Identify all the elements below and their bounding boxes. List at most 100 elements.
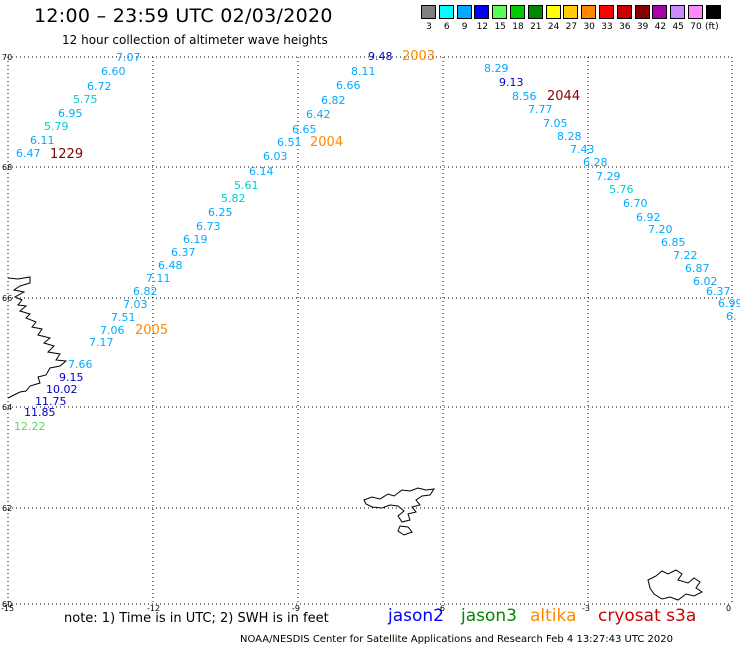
wave-height-reading: 6.95 — [58, 107, 83, 120]
wave-height-reading: 7.11 — [146, 272, 171, 285]
wave-height-reading: 6.11 — [30, 134, 55, 147]
scale-unit: (ft) — [705, 22, 719, 32]
scale-swatch — [581, 5, 597, 19]
scale-swatch — [510, 5, 525, 19]
scale-label: 36 — [619, 22, 631, 32]
wave-height-reading: 6.42 — [306, 108, 331, 121]
page-subtitle: 12 hour collection of altimeter wave hei… — [62, 33, 328, 47]
legend-jason3: jason3 — [461, 606, 517, 626]
wave-height-reading: 9.48 — [368, 50, 393, 63]
wave-height-reading: 5.75 — [73, 93, 98, 106]
wave-height-reading: 6.66 — [336, 79, 361, 92]
wave-height-reading: 7.17 — [89, 336, 114, 349]
wave-height-reading: 6.82 — [321, 94, 346, 107]
scale-swatch — [456, 5, 472, 19]
wave-height-reading: 11.75 — [35, 395, 67, 408]
legend-jason2: jason2 — [388, 606, 444, 626]
wave-height-reading: 6.03 — [263, 150, 288, 163]
coastlines — [7, 276, 703, 601]
wave-height-reading: 6.85 — [661, 236, 686, 249]
longitude-label: -12 — [147, 604, 160, 613]
latitude-label: 68 — [2, 163, 12, 172]
wave-height-reading: 7.43 — [570, 143, 595, 156]
wave-height-reading: 8.29 — [484, 62, 509, 75]
wave-height-reading: 6.19 — [183, 233, 208, 246]
wave-height-reading: 9.15 — [59, 371, 84, 384]
wave-height-reading: 6.60 — [101, 65, 126, 78]
pass-time-label: 2005 — [135, 323, 168, 338]
wave-height-reading: 6.37 — [706, 285, 731, 298]
scale-swatch — [563, 5, 579, 19]
latitude-label: 64 — [2, 403, 12, 412]
longitude-label: -3 — [582, 604, 590, 613]
pass-time-label: 2044 — [547, 89, 580, 104]
pass-time-label: 1229 — [50, 147, 83, 162]
wave-height-reading: 6.51 — [277, 136, 302, 149]
iceland-coastline — [7, 276, 68, 399]
wave-height-reading: 6.99 — [718, 297, 740, 310]
wave-height-reading: 6.82 — [133, 285, 158, 298]
wave-height-reading: 6.48 — [158, 259, 183, 272]
wave-height-reading: 5.79 — [44, 120, 69, 133]
wave-height-reading: 7.29 — [596, 170, 621, 183]
wave-height-reading: 6.65 — [292, 123, 317, 136]
scale-swatch — [599, 5, 614, 19]
wave-height-reading: 7.20 — [648, 223, 673, 236]
pass-time-label: 2003 — [402, 49, 435, 64]
scale-swatch — [474, 5, 490, 19]
wave-height-reading: 7.05 — [543, 117, 568, 130]
credit-line: NOAA/NESDIS Center for Satellite Applica… — [240, 634, 673, 645]
scale-label: 45 — [672, 22, 684, 32]
wave-height-readings: 7.076.60 6.725.756.955.796.116.47 1229 9.48… — [14, 49, 740, 433]
scale-label: 3 — [426, 22, 432, 32]
wave-height-reading: 6.72 — [87, 80, 112, 93]
wave-height-reading: 5.76 — [609, 183, 634, 196]
scale-label: 15 — [494, 22, 506, 32]
scale-label: 9 — [461, 22, 468, 32]
wave-height-reading: 7.07 — [116, 51, 141, 64]
wave-height-reading: 5.82 — [221, 192, 246, 205]
wave-height-reading: 6.92 — [636, 211, 661, 224]
scale-label: 30 — [583, 22, 595, 32]
wave-height-reading: 6.25 — [208, 206, 233, 219]
scale-label: 21 — [530, 22, 542, 32]
wave-height-reading: 6.28 — [583, 156, 608, 169]
faroe-islands-coastline-south — [397, 525, 413, 536]
wave-height-reading: 6.02 — [693, 275, 718, 288]
scale-swatch — [438, 5, 454, 19]
wave-height-reading: 9.13 — [499, 76, 524, 89]
scale-label: 39 — [636, 22, 649, 32]
footer-note: note: 1) Time is in UTC; 2) SWH is in fe… — [64, 611, 329, 626]
wave-height-reading: 12.22 — [14, 420, 46, 433]
wave-height-reading: 8.28 — [557, 130, 582, 143]
longitude-label: -15 — [1, 604, 14, 613]
scale-swatch — [527, 5, 543, 19]
faroe-islands-coastline — [363, 487, 436, 523]
legend-cryosat-s3a: cryosat s3a — [598, 606, 697, 626]
page-title: 12:00 – 23:59 UTC 02/03/2020 — [34, 5, 333, 27]
longitude-label: -6 — [437, 604, 445, 613]
wave-height-reading: 5.61 — [234, 179, 259, 192]
scale-swatch — [492, 5, 508, 19]
scale-swatch — [705, 5, 721, 19]
longitude-label: 0 — [726, 604, 731, 613]
scale-swatch — [652, 5, 668, 19]
wave-height-reading: 6. — [726, 310, 737, 323]
wave-height-reading: 7.66 — [68, 358, 93, 371]
pass-time-label: 2004 — [310, 135, 343, 150]
scale-swatch — [634, 5, 650, 19]
scale-label: 18 — [512, 22, 524, 32]
wave-height-reading: 6.70 — [623, 197, 648, 210]
scale-swatch — [545, 5, 561, 19]
wave-height-reading: 6.14 — [249, 165, 274, 178]
wave-height-reading: 6.73 — [196, 220, 221, 233]
wave-height-reading: 6.37 — [171, 246, 196, 259]
wave-height-reading: 8.11 — [351, 65, 376, 78]
legend-altika: altika — [530, 606, 577, 626]
scale-label: 70 — [690, 22, 702, 32]
latitude-label: 60 — [2, 600, 12, 609]
wave-height-reading: 7.51 — [111, 311, 136, 324]
scale-label: 27 — [565, 22, 578, 32]
latitude-label: 70 — [2, 53, 12, 62]
